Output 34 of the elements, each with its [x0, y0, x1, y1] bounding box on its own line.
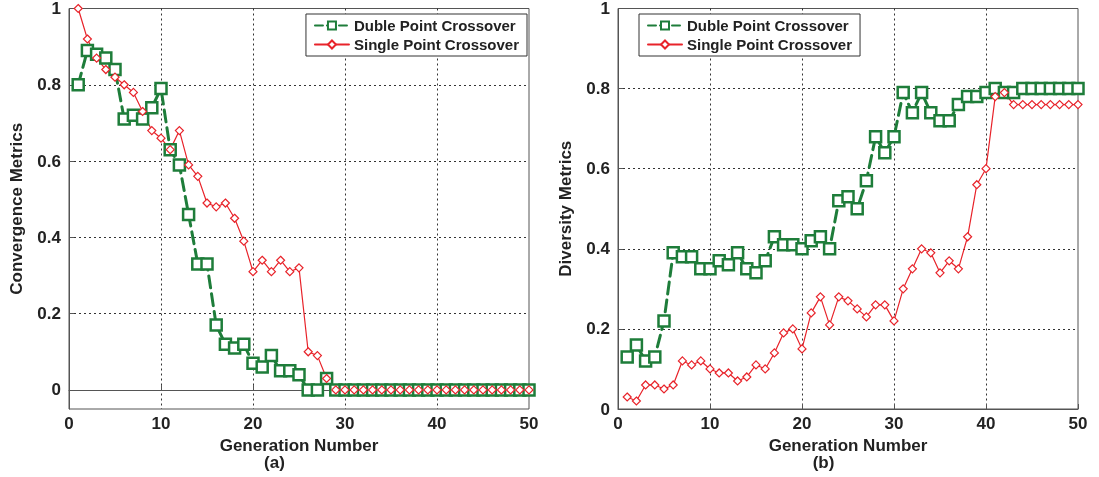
y-tick-label: 0.8: [586, 79, 610, 99]
y-tick-label: 0: [51, 380, 61, 400]
y-tick-label: 0: [600, 399, 610, 419]
y-tick-label: 0.6: [586, 159, 610, 179]
y-tick-label: 1: [600, 0, 610, 18]
y-tick-label: 0.6: [37, 151, 61, 171]
x-tick-label: 40: [976, 414, 996, 433]
legend-label: Single Point Crossover: [687, 36, 853, 53]
x-tick-label: 50: [1068, 414, 1088, 433]
legend-label: Duble Point Crossover: [353, 17, 516, 34]
x-tick-label: 10: [151, 414, 171, 433]
x-axis-title: Generation Number: [768, 435, 928, 455]
x-tick-label: 30: [335, 414, 355, 433]
legend-label: Single Point Crossover: [353, 36, 520, 53]
x-tick-label: 0: [64, 414, 74, 433]
y-tick-label: 0.4: [37, 227, 62, 247]
x-tick-label: 50: [519, 414, 539, 433]
y-tick-label: 0.2: [586, 319, 610, 339]
y-tick-label: 0.8: [37, 75, 61, 95]
y-tick-label: 0.2: [37, 304, 61, 324]
y-tick-label: 1: [51, 0, 61, 18]
y-axis-title: Convergence Metrics: [7, 122, 26, 295]
x-tick-label: 0: [613, 414, 623, 433]
x-tick-label: 20: [792, 414, 812, 433]
text: (b): [812, 453, 835, 472]
y-tick-label: 0.4: [586, 239, 611, 259]
x-axis-title: Generation Number: [219, 435, 379, 455]
x-tick-label: 20: [243, 414, 263, 433]
text: (a): [264, 453, 285, 472]
x-tick-label: 10: [700, 414, 720, 433]
x-tick-label: 40: [427, 414, 447, 433]
legend-label: Duble Point Crossover: [687, 17, 849, 34]
y-axis-title: Diversity Metrics: [556, 140, 575, 277]
x-tick-label: 30: [884, 414, 904, 433]
